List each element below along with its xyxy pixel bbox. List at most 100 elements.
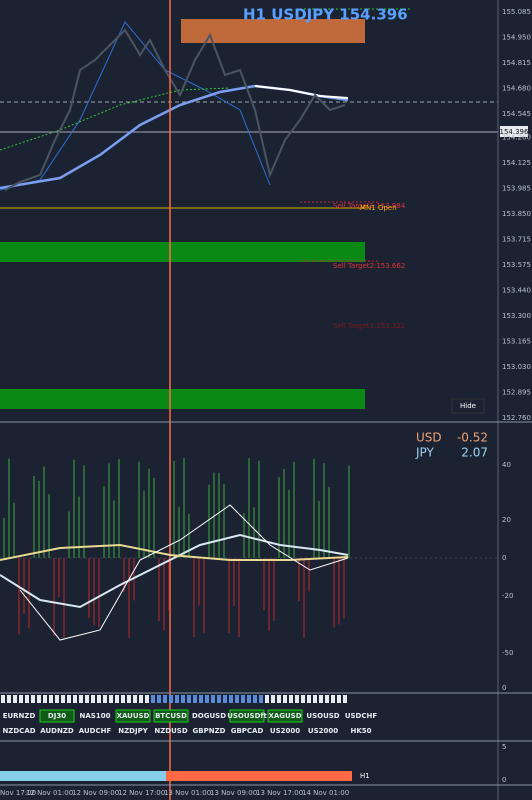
currency-value: 2.07 [461,446,488,460]
symbol-button[interactable]: DOGUSD [192,712,226,720]
support-zone [0,389,365,409]
time-label: 12 Nov 09:00 [72,789,119,797]
symbol-button[interactable]: XAGUSD [268,712,301,720]
time-label: 12 Nov 17:00 [118,789,165,797]
indicator-label: 0 [502,554,506,562]
symbol-button-frame [115,709,151,723]
strip-cell [67,695,71,703]
price-label: 152.895 [502,389,531,397]
strip-cell [73,695,77,703]
symbol-button[interactable]: NZDCAD [2,727,35,735]
strip-cell [163,695,167,703]
price-label: 154.815 [502,59,531,67]
strip-cell [115,695,119,703]
time-label: 14 Nov 01:00 [302,789,349,797]
strip-cell [85,695,89,703]
symbol-button[interactable]: AUDNZD [40,727,74,735]
time-label: 12 Nov 01:00 [26,789,73,797]
strip-cell [259,695,263,703]
oscillator [19,504,349,641]
symbol-button[interactable]: NAS100 [80,712,111,720]
current-price: 154.396 [500,128,529,136]
strip-cell [199,695,203,703]
price-label: 154.680 [502,85,531,93]
strip-cell [325,695,329,703]
price-label: 153.850 [502,210,531,218]
strip-cell [97,695,101,703]
bar-right [166,771,352,781]
price-label: 155.085 [502,8,531,16]
bar-left [0,771,166,781]
oscillator [0,543,349,561]
symbol-button[interactable]: AUDCHF [79,727,112,735]
symbol-button[interactable]: US2000 [308,727,338,735]
strip-cell [295,695,299,703]
annotation: Sell Target1:153.984 [333,202,406,210]
strip-cell [43,695,47,703]
strip-cell [301,695,305,703]
symbol-button[interactable]: NZDJPY [118,727,148,735]
symbol-button[interactable]: BTCUSD [155,712,187,720]
panel-axis-label: 0 [502,776,506,784]
strip-cell [127,695,131,703]
price-label: 153.165 [502,338,531,346]
price-label: 153.030 [502,363,531,371]
chart-title: H1 USDJPY 154.396 [243,6,408,24]
strip-cell [133,695,137,703]
indicator-label: -50 [502,649,513,657]
strip-cell [19,695,23,703]
strip-cell [229,695,233,703]
indicator-label: 20 [502,516,511,524]
panel-axis-label: 5 [502,743,506,751]
support-zone [0,242,365,262]
symbol-button[interactable]: USDCHF [345,712,378,720]
symbol-button[interactable]: EURNZD [3,712,36,720]
strip-cell [1,695,5,703]
symbol-button[interactable]: DJ30 [48,712,66,720]
symbol-button[interactable]: HK50 [350,727,371,735]
strip-cell [7,695,11,703]
strip-cell [205,695,209,703]
strip-cell [253,695,257,703]
strip-cell [313,695,317,703]
strip-cell [175,695,179,703]
symbol-button[interactable]: XAUUSD [117,712,150,720]
symbol-button[interactable]: GBPCAD [231,727,264,735]
trend [0,87,231,151]
annotation: MN1 Open [360,204,397,212]
strip-cell [343,695,347,703]
symbol-button[interactable]: GBPNZD [193,727,226,735]
price-label: 153.715 [502,236,531,244]
strip-cell [223,695,227,703]
strip-cell [331,695,335,703]
hide-button[interactable] [451,398,485,414]
strip-cell [145,695,149,703]
strip-cell [247,695,251,703]
strip-cell [139,695,143,703]
time-label: 13 Nov 09:00 [210,789,257,797]
price-label: 153.985 [502,185,531,193]
indicator-label: 40 [502,461,511,469]
price-label: 154.125 [502,159,531,167]
moving-average [254,85,349,99]
price-bars [4,28,346,191]
symbol-button[interactable]: USOUSD [306,712,339,720]
strip-cell [109,695,113,703]
symbol-button[interactable]: USOUSDft [227,712,267,720]
symbol-button[interactable]: US2000 [270,727,300,735]
strip-cell [277,695,281,703]
strip-cell [55,695,59,703]
price-label: 153.300 [502,312,531,320]
strip-cell [217,695,221,703]
symbol-button-frame [229,709,265,723]
strip-cell [307,695,311,703]
symbol-button[interactable]: NZDUSD [154,727,187,735]
histogram [3,458,350,638]
hide-label[interactable]: Hide [460,402,476,410]
price-label: 152.760 [502,414,531,422]
currency: USD [416,431,442,445]
current-price-box [500,126,528,137]
time-label: 13 Nov 01:00 [164,789,211,797]
price-label: 154.950 [502,34,531,42]
